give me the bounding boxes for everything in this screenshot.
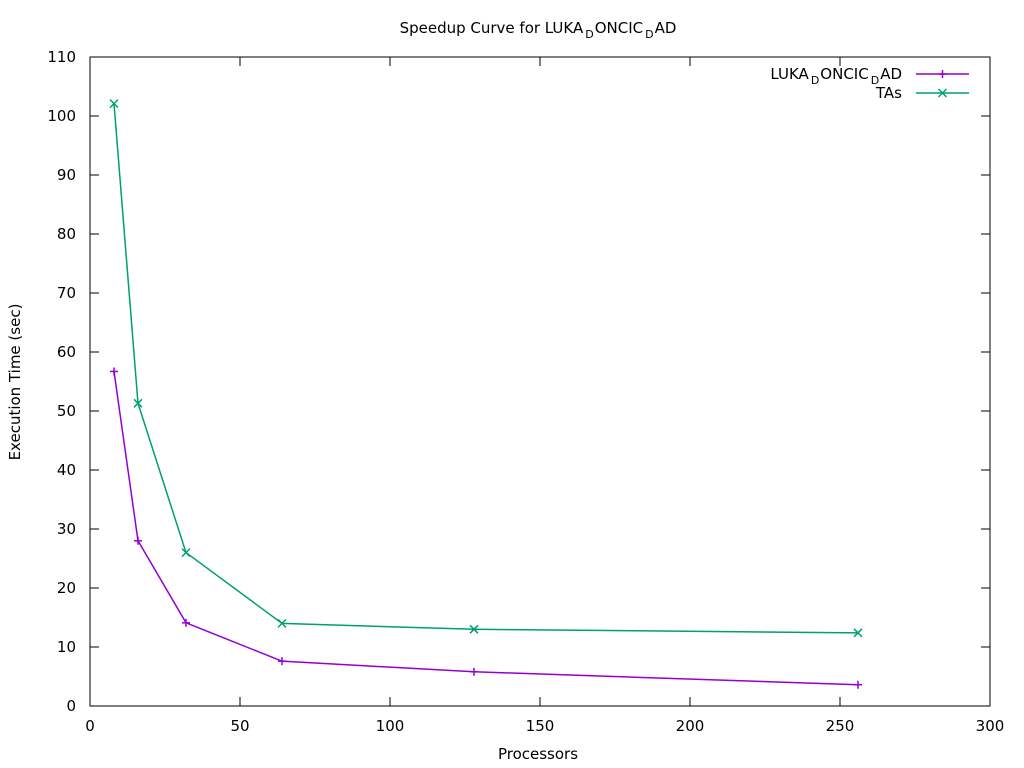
legend-label: LUKA DONCIC DAD xyxy=(770,65,902,87)
legend-label-part: D xyxy=(811,74,819,87)
y-tick-label: 110 xyxy=(47,48,76,66)
axis-ticks xyxy=(89,56,991,707)
data-point xyxy=(853,628,863,638)
x-tick-label: 100 xyxy=(376,717,405,735)
y-tick-label: 70 xyxy=(57,284,76,302)
data-point xyxy=(277,618,287,628)
y-tick-label: 30 xyxy=(57,520,76,538)
legend-label-part: AD xyxy=(880,65,902,83)
x-axis-label: Processors xyxy=(498,745,578,763)
series-2 xyxy=(109,99,863,638)
y-tick-label: 40 xyxy=(57,461,76,479)
title-part: Speedup Curve for LUKA xyxy=(400,19,584,37)
title-part: ONCIC xyxy=(595,19,643,37)
legend-label: TAs xyxy=(875,84,902,102)
y-tick-label: 80 xyxy=(57,225,76,243)
y-tick-label: 60 xyxy=(57,343,76,361)
y-axis-label: Execution Time (sec) xyxy=(6,304,24,461)
y-tick-label: 0 xyxy=(66,697,76,715)
y-tick-label: 10 xyxy=(57,638,76,656)
data-point xyxy=(134,536,142,545)
data-point xyxy=(133,398,143,408)
x-tick-label: 300 xyxy=(976,717,1005,735)
y-tick-label: 50 xyxy=(57,402,76,420)
y-tick-labels: 0 10 20 30 40 50 60 70 80 90 100 110 xyxy=(47,48,76,715)
plot-frame xyxy=(89,56,991,707)
title-part: D xyxy=(645,28,653,41)
series-1 xyxy=(110,367,862,689)
data-point xyxy=(110,367,118,376)
data-point xyxy=(854,680,862,689)
series-line xyxy=(113,103,859,634)
legend-label-part: LUKA xyxy=(770,65,809,83)
legend-marker xyxy=(938,70,947,78)
x-tick-label: 0 xyxy=(85,717,95,735)
legend-entry: TAs xyxy=(875,84,969,102)
legend-label-part: ONCIC xyxy=(820,65,868,83)
data-point xyxy=(469,624,479,634)
data-point xyxy=(182,618,190,627)
title-part: D xyxy=(585,28,593,41)
data-point xyxy=(109,99,119,109)
legend-label-part: D xyxy=(871,74,879,87)
data-point xyxy=(181,548,191,558)
series-layer xyxy=(109,99,863,689)
x-tick-label: 50 xyxy=(230,717,249,735)
data-point xyxy=(278,657,286,666)
legend-entry: LUKA DONCIC DAD xyxy=(770,65,969,87)
x-tick-label: 200 xyxy=(676,717,705,735)
y-tick-label: 20 xyxy=(57,579,76,597)
legend-marker xyxy=(937,88,948,98)
title-part: AD xyxy=(655,19,677,37)
y-tick-label: 90 xyxy=(57,166,76,184)
legend-label-part: TAs xyxy=(875,84,902,102)
series-line xyxy=(113,371,859,686)
y-tick-label: 100 xyxy=(47,107,76,125)
x-tick-label: 250 xyxy=(826,717,855,735)
x-tick-labels: 0 50 100 150 200 250 300 xyxy=(85,717,1004,735)
chart-title: Speedup Curve for LUKA DONCIC DAD xyxy=(400,19,677,41)
x-tick-label: 150 xyxy=(526,717,555,735)
data-point xyxy=(470,667,478,676)
